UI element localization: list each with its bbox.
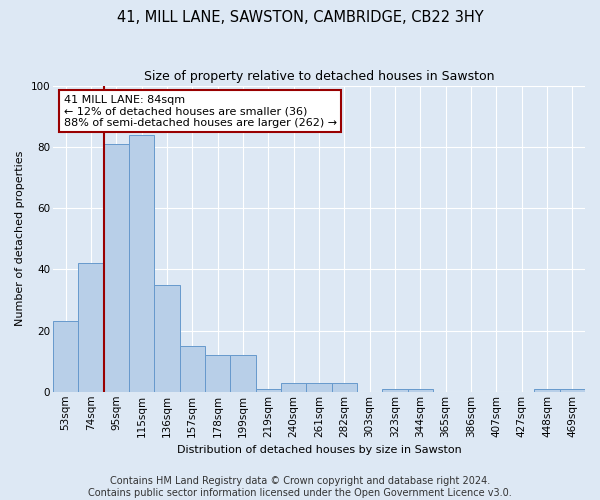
Bar bbox=[407, 388, 433, 392]
Bar bbox=[154, 284, 179, 392]
Bar bbox=[104, 144, 129, 392]
Text: 41 MILL LANE: 84sqm
← 12% of detached houses are smaller (36)
88% of semi-detach: 41 MILL LANE: 84sqm ← 12% of detached ho… bbox=[64, 94, 337, 128]
Bar bbox=[535, 388, 560, 392]
Bar bbox=[256, 388, 281, 392]
Bar bbox=[560, 388, 585, 392]
Bar bbox=[179, 346, 205, 392]
Bar bbox=[230, 355, 256, 392]
Bar bbox=[307, 382, 332, 392]
Text: 41, MILL LANE, SAWSTON, CAMBRIDGE, CB22 3HY: 41, MILL LANE, SAWSTON, CAMBRIDGE, CB22 … bbox=[116, 10, 484, 25]
Bar bbox=[78, 263, 104, 392]
Y-axis label: Number of detached properties: Number of detached properties bbox=[15, 151, 25, 326]
Bar bbox=[205, 355, 230, 392]
Title: Size of property relative to detached houses in Sawston: Size of property relative to detached ho… bbox=[144, 70, 494, 83]
Bar bbox=[129, 134, 154, 392]
Bar bbox=[53, 322, 78, 392]
Bar bbox=[281, 382, 307, 392]
Bar bbox=[382, 388, 407, 392]
X-axis label: Distribution of detached houses by size in Sawston: Distribution of detached houses by size … bbox=[176, 445, 461, 455]
Text: Contains HM Land Registry data © Crown copyright and database right 2024.
Contai: Contains HM Land Registry data © Crown c… bbox=[88, 476, 512, 498]
Bar bbox=[332, 382, 357, 392]
